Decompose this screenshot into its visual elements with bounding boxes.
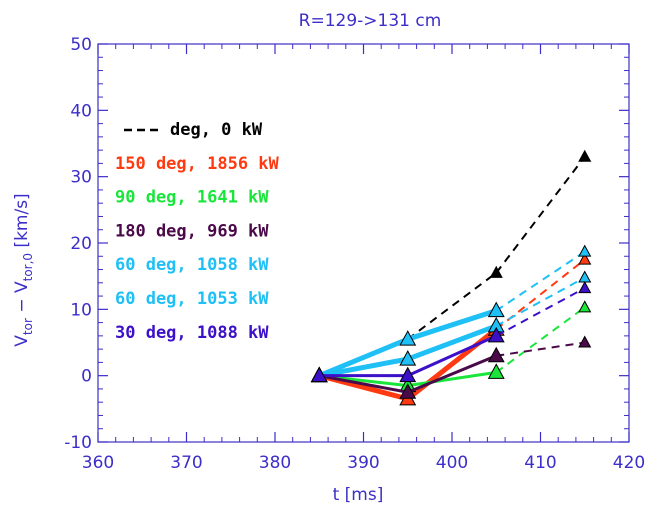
legend-item-label: 30 deg, 1088 kW bbox=[115, 323, 269, 343]
data-point-marker bbox=[399, 350, 417, 366]
y-tick-label: 20 bbox=[70, 234, 92, 254]
y-tick-label: 10 bbox=[70, 300, 92, 320]
x-axis-label: t [ms] bbox=[333, 485, 384, 505]
series-0 bbox=[312, 149, 592, 381]
legend-item-label: 60 deg, 1058 kW bbox=[115, 255, 269, 275]
data-point-marker bbox=[487, 326, 505, 343]
y-tick-label: -10 bbox=[64, 433, 92, 453]
plot-frame bbox=[97, 43, 630, 443]
y-axis-label: Vtor − Vtor,0 [km/s] bbox=[12, 193, 35, 346]
x-tick-label: 360 bbox=[82, 453, 114, 473]
y-tick-label: 50 bbox=[70, 35, 92, 55]
x-tick-label: 390 bbox=[347, 453, 379, 473]
series-layer bbox=[310, 149, 592, 406]
series-dashed-segment bbox=[407, 272, 497, 340]
series-dashed-segment bbox=[495, 156, 586, 274]
data-point-marker bbox=[578, 281, 592, 294]
y-tick-label: 30 bbox=[70, 168, 92, 188]
data-point-marker bbox=[578, 300, 592, 313]
series-dashed-segment bbox=[495, 276, 586, 327]
legend-item-label: 180 deg, 969 kW bbox=[115, 221, 269, 241]
title-layer: R=129->131 cm t [ms] Vtor − Vtor,0 [km/s… bbox=[12, 11, 441, 505]
x-tick-label: 370 bbox=[170, 453, 202, 473]
data-point-marker bbox=[578, 252, 592, 265]
series-solid-segment bbox=[406, 323, 498, 362]
x-tick-label: 380 bbox=[259, 453, 291, 473]
series-solid-segment bbox=[407, 334, 497, 378]
y-label-main: V bbox=[12, 335, 32, 347]
data-point-marker bbox=[399, 366, 417, 383]
data-point-marker bbox=[399, 330, 417, 346]
y-label-mid: − V bbox=[12, 281, 32, 318]
series-solid-segment bbox=[318, 356, 409, 379]
series-dashed-segment bbox=[495, 287, 586, 337]
legend-item-label: 150 deg, 1856 kW bbox=[115, 154, 280, 174]
series-solid-segment bbox=[318, 374, 409, 394]
data-point-marker bbox=[487, 301, 505, 318]
y-label-sub2: tor,0 bbox=[21, 253, 35, 281]
series-dashed-segment bbox=[496, 341, 585, 357]
y-tick-label: 0 bbox=[81, 367, 92, 387]
y-label-end: [km/s] bbox=[12, 193, 32, 253]
legend-item-label: 60 deg, 1053 kW bbox=[115, 289, 269, 309]
x-tick-label: 400 bbox=[436, 453, 468, 473]
legend-item-label: deg, 0 kW bbox=[170, 120, 263, 140]
data-point-marker bbox=[487, 363, 505, 379]
series-solid-segment bbox=[406, 308, 498, 342]
data-point-marker bbox=[310, 366, 328, 383]
y-tick-label: 40 bbox=[70, 101, 92, 121]
series-dashed-segment bbox=[495, 306, 586, 374]
data-point-marker bbox=[578, 270, 592, 283]
axes-layer: 360 370 380 390 400 410 420 -10 0 10 20 30 40 50 bbox=[64, 35, 645, 473]
y-label-sub1: tor bbox=[21, 318, 35, 335]
data-point-marker bbox=[578, 335, 592, 348]
series-2 bbox=[310, 300, 592, 393]
x-tick-label: 410 bbox=[524, 453, 556, 473]
data-point-marker bbox=[578, 149, 592, 162]
series-6 bbox=[310, 281, 592, 383]
x-tick-label: 420 bbox=[613, 453, 645, 473]
series-dashed-segment bbox=[495, 250, 586, 312]
data-point-marker bbox=[487, 346, 505, 363]
series-4 bbox=[310, 244, 592, 383]
chart-title: R=129->131 cm bbox=[299, 11, 442, 31]
data-point-marker bbox=[578, 244, 592, 257]
legend: deg, 0 kW 150 deg, 1856 kW 90 deg, 1641 kW… bbox=[115, 120, 280, 343]
legend-item-label: 90 deg, 1641 kW bbox=[115, 188, 269, 208]
data-point-marker bbox=[399, 383, 417, 399]
data-point-marker bbox=[489, 265, 503, 278]
series-solid-segment bbox=[407, 354, 497, 394]
series-solid-segment bbox=[407, 370, 497, 388]
series-solid-segment bbox=[318, 336, 409, 378]
series-solid-segment bbox=[406, 327, 498, 401]
